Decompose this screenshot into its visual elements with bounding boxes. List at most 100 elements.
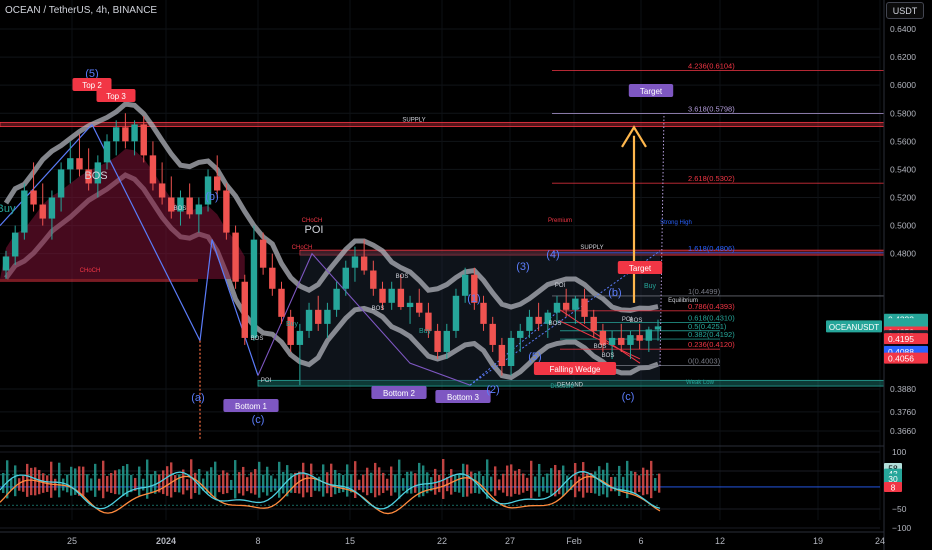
candle-body [48,197,56,219]
osc-histogram-bar [162,470,165,495]
fib-level-label: 0.5(0.4251) [688,322,727,331]
time-axis[interactable]: 25 2024 8 15 22 27 Feb 6 12 19 24 [0,531,885,546]
osc-tick-label: −100 [892,523,911,533]
candle-body [471,274,478,303]
candle-body [21,190,28,233]
osc-label-text: 8 [891,482,896,492]
projection-dotted [659,113,665,367]
annotation-text: Weak Low [686,380,715,386]
bos-marker: BOS [251,336,264,342]
annotation-text: (5) [85,68,98,80]
osc-histogram-bar [514,470,517,494]
osc-histogram-bar [134,477,137,491]
osc-label-text: 30 [888,474,898,484]
osc-histogram-bar [102,460,105,499]
candle-body [526,316,533,331]
candle-body [195,204,203,215]
candle-body [379,288,386,303]
osc-histogram-bar [322,464,325,497]
candle-body [425,312,432,331]
envelope-ribbon [0,101,659,381]
annotation-text: Equilibrium [668,298,698,304]
osc-histogram-bar [482,476,485,492]
candle-body [39,204,46,219]
zone-label: SUPPLY [402,117,425,123]
osc-histogram-bar [158,474,161,493]
osc-histogram-bar [558,470,561,495]
candle-body [480,302,487,324]
annotation-text: BOS [84,170,107,182]
price-tick-label: 0.3660 [890,426,916,436]
candle-body [168,197,175,212]
time-tick-label: 24 [875,536,885,546]
currency-unit-button[interactable]: USDT [886,2,924,19]
time-tick-label: 19 [813,536,823,546]
osc-histogram-bar [346,464,349,497]
osc-histogram-bar [450,469,453,495]
annotation-text: (a) [191,392,204,404]
time-tick-label: Feb [566,536,582,546]
osc-histogram-bar [222,470,225,495]
osc-histogram-bar [154,471,157,494]
annotation-text: Discount [550,384,574,390]
candle-body [296,330,304,345]
osc-histogram-bar [350,474,353,493]
annotation-text: (5) [528,351,541,363]
choch-band [0,278,198,282]
bos-marker: BOS [602,353,615,359]
annotation-box [72,78,112,91]
time-tick-label: 6 [638,536,643,546]
osc-histogram-bar [130,474,133,493]
osc-histogram-bar [578,476,581,492]
osc-histogram-bar [226,472,229,494]
fibonacci-levels: 4.236(0.6104) 3.618(0.5798) 2.618(0.5302) 1… [552,62,884,367]
price-axis[interactable]: 0.6400 0.6200 0.6000 0.5800 0.5600 0.5400 0.52… [826,0,928,550]
candle-body [177,197,184,212]
annotation-text: (c) [622,391,635,403]
symbol-tag-box [826,320,882,333]
candle-body [443,330,451,352]
osc-histogram-bar [126,464,129,497]
annotation-label: Target [629,264,652,273]
osc-histogram-bar [98,478,101,491]
candle-body [57,169,65,198]
osc-label-box [884,473,902,484]
candle-body [278,288,285,317]
candle-body [287,316,294,345]
candle-body [259,239,267,268]
osc-histogram-bar [370,472,373,494]
osc-histogram-bar [298,471,301,494]
osc-histogram-bar [630,471,633,494]
osc-histogram-bar [110,472,113,493]
osc-histogram-bar [598,466,601,496]
price-tick-label: 0.3880 [890,384,916,394]
annotation-text: (2) [486,384,499,396]
osc-histogram-bar [250,472,253,494]
candle-body [324,309,331,324]
candle-body [11,232,19,257]
osc-histogram-bar [74,468,77,495]
annotation-text: (c) [252,414,265,426]
osc-histogram-bar [14,465,17,497]
candle-body [158,183,166,198]
osc-histogram-bar [590,472,593,493]
buy-marker: Buy [419,328,432,335]
osc-histogram-bar [318,476,321,492]
osc-histogram-bar [626,460,629,499]
candle-body [535,316,542,324]
osc-histogram-bar [18,478,21,491]
osc-histogram-bar [306,474,309,493]
osc-histogram-bar [62,478,65,491]
fib-level-label: 0.382(0.4192) [688,330,735,339]
annotation-box [435,390,491,403]
price-tick-label: 0.5000 [890,221,916,231]
time-tick-label: 25 [67,536,77,546]
osc-histogram-bar [122,465,125,496]
choch-marker: CHoCH [302,218,323,224]
candle-body [250,239,258,338]
price-tick-label: 0.5400 [890,164,916,174]
osc-label-box [884,481,902,492]
osc-histogram-bar [262,474,265,493]
candle-body [517,330,524,338]
